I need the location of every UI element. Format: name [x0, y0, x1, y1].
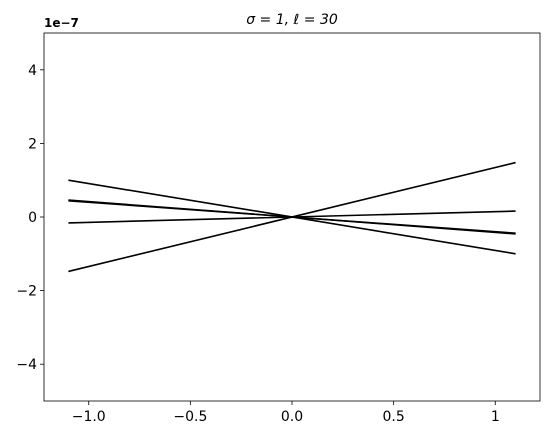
x-tick-label: −0.5 [173, 409, 207, 425]
x-tick-label: 0.5 [383, 409, 405, 425]
plot-frame [43, 32, 541, 402]
y-tick-label: 2 [28, 136, 37, 152]
y-tick-label: 4 [28, 63, 37, 79]
x-tick-label: 1 [491, 409, 500, 425]
x-tick-label: 0.0 [281, 409, 303, 425]
y-tick-label: −4 [16, 357, 37, 373]
y-offset-text: 1e−7 [44, 16, 79, 30]
y-tick-label: −2 [16, 284, 37, 300]
x-tick-label: −1.0 [72, 409, 106, 425]
chart-title: σ = 1, ℓ = 30 [246, 12, 338, 28]
series-line [68, 161, 516, 273]
y-tick-label: 0 [28, 210, 37, 226]
